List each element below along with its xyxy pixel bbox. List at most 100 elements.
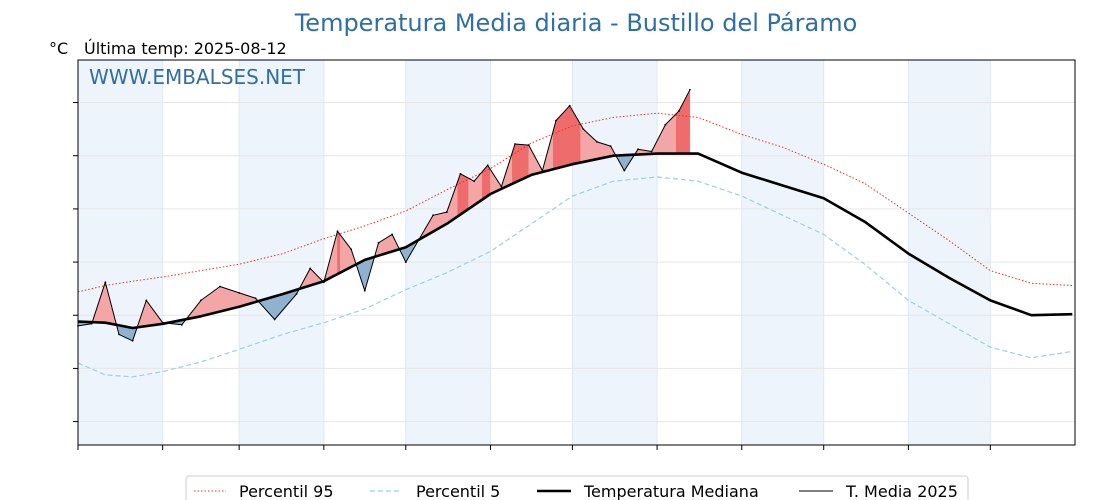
current-point xyxy=(445,211,448,213)
legend-box xyxy=(185,475,969,500)
above-median-fill xyxy=(686,89,691,154)
above-median-fill xyxy=(667,118,671,154)
current-point xyxy=(473,180,475,183)
month-band xyxy=(572,60,658,445)
series-p5-line xyxy=(77,176,1073,378)
current-point xyxy=(582,128,585,131)
current-point xyxy=(688,88,691,91)
above-median-fill xyxy=(217,286,221,313)
current-point xyxy=(336,230,339,233)
above-median-fill xyxy=(476,174,480,204)
current-point xyxy=(500,185,503,188)
current-point xyxy=(254,297,257,300)
current-point xyxy=(118,333,120,336)
above-median-fill xyxy=(222,287,226,312)
above-median-fill xyxy=(208,291,213,315)
above-median-fill xyxy=(345,241,349,271)
above-median-fill xyxy=(337,230,341,275)
above-median-fill xyxy=(678,105,682,154)
current-point xyxy=(541,169,544,172)
current-point xyxy=(596,140,598,143)
current-point xyxy=(459,172,462,175)
current-point xyxy=(650,150,653,153)
above-median-fill xyxy=(675,110,680,154)
legend-current-label: T. Media 2025 xyxy=(845,482,958,500)
current-point xyxy=(104,281,107,284)
above-median-fill xyxy=(563,108,568,167)
x-axis-ticks xyxy=(77,445,991,450)
current-point xyxy=(350,248,353,251)
watermark: WWW.EMBALSES.NET xyxy=(89,65,306,89)
above-median-fill xyxy=(585,131,590,162)
above-median-fill xyxy=(389,233,393,253)
current-point xyxy=(664,123,667,126)
above-median-fill xyxy=(599,142,603,159)
above-median-fill xyxy=(482,167,486,201)
current-point xyxy=(404,261,407,263)
above-median-fill xyxy=(462,174,467,214)
above-median-fill xyxy=(596,141,600,160)
current-point xyxy=(161,321,164,324)
current-point xyxy=(145,299,148,302)
above-median-fill xyxy=(577,118,581,164)
current-point xyxy=(555,119,557,122)
above-median-fill xyxy=(602,143,606,159)
above-median-fill xyxy=(569,104,573,166)
current-point xyxy=(514,143,516,145)
current-point xyxy=(219,285,221,288)
above-median-fill xyxy=(670,115,674,154)
above-median-fill xyxy=(479,170,483,202)
legend-p95-label: Percentil 95 xyxy=(239,482,334,500)
above-median-fill xyxy=(230,289,234,310)
above-median-fill xyxy=(380,239,385,256)
above-median-fill xyxy=(572,109,576,165)
series-median-line xyxy=(77,152,1073,330)
below-median-fill xyxy=(129,327,133,342)
above-median-fill xyxy=(339,234,344,274)
above-median-fill xyxy=(227,288,232,310)
current-point xyxy=(609,145,612,148)
above-median-fill xyxy=(468,177,472,210)
above-median-fill xyxy=(561,111,565,168)
above-median-fill xyxy=(555,117,559,169)
above-median-fill xyxy=(460,173,464,215)
month-band xyxy=(908,60,991,445)
current-point xyxy=(637,148,639,151)
above-median-fill xyxy=(219,286,224,312)
above-median-fill xyxy=(673,113,677,154)
above-median-fill xyxy=(342,237,346,272)
current-point xyxy=(273,318,276,321)
month-band xyxy=(239,60,324,445)
above-median-fill xyxy=(681,100,685,154)
above-median-fill xyxy=(574,114,579,164)
y-axis-ticks xyxy=(73,102,78,423)
current-point xyxy=(363,289,366,292)
current-point xyxy=(568,104,571,107)
above-median-fill xyxy=(525,144,529,178)
current-point xyxy=(623,169,626,172)
current-point xyxy=(238,292,241,294)
above-median-fill xyxy=(214,288,218,314)
chart-title: Temperatura Media diaria - Bustillo del … xyxy=(294,9,858,37)
above-median-fill xyxy=(203,295,207,316)
above-median-fill xyxy=(558,114,562,169)
above-median-fill xyxy=(665,121,669,154)
above-median-fill xyxy=(566,105,570,166)
current-point xyxy=(391,233,394,236)
above-median-fill xyxy=(238,292,243,308)
above-median-fill xyxy=(211,289,215,314)
above-median-fill xyxy=(604,144,609,158)
current-point xyxy=(418,237,421,240)
above-median-fill xyxy=(684,94,688,154)
above-median-fill xyxy=(473,177,478,206)
legend: Percentil 95 Percentil 5 Temperatura Med… xyxy=(185,475,969,500)
current-point xyxy=(131,339,134,342)
current-point xyxy=(200,299,202,302)
above-median-fill xyxy=(465,176,469,212)
above-median-fill xyxy=(583,128,587,163)
month-band xyxy=(405,60,491,445)
current-point xyxy=(90,322,93,325)
last-temp-label: Última temp: 2025-08-12 xyxy=(84,39,287,58)
above-median-fill xyxy=(517,143,521,182)
below-median-fill xyxy=(271,296,275,321)
